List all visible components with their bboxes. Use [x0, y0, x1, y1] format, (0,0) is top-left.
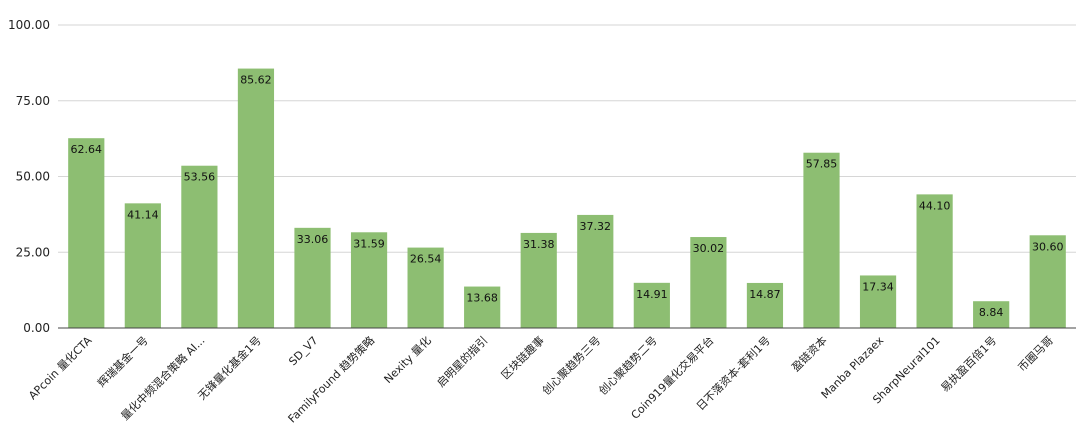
- bar: [181, 165, 218, 328]
- bar: [68, 138, 105, 328]
- data-label: 57.85: [806, 158, 838, 171]
- bar: [859, 275, 897, 328]
- y-tick-label: 100.00: [8, 18, 50, 32]
- data-label: 44.10: [919, 199, 951, 212]
- data-label: 85.62: [240, 74, 272, 87]
- data-label: 13.68: [466, 292, 498, 305]
- bar: [350, 232, 388, 328]
- y-axis-ticks: 0.00 25.00 50.00 75.00 100.00: [8, 18, 50, 335]
- x-tick-label: 盈链资本: [789, 333, 830, 374]
- x-tick-label: 区块链趣事: [498, 333, 547, 382]
- data-label: 26.54: [410, 253, 442, 266]
- x-tick-label: 币圈马哥: [1016, 334, 1056, 374]
- data-label: 30.02: [693, 242, 725, 255]
- data-labels: 62.64 41.14 53.56 85.62 33.06 31.59 26.54 13.68…: [71, 74, 1064, 320]
- data-label: 33.06: [297, 233, 329, 246]
- y-tick-label: 0.00: [23, 321, 50, 335]
- bar: [916, 194, 953, 328]
- y-tick-label: 25.00: [16, 245, 50, 259]
- data-label: 62.64: [71, 143, 103, 156]
- x-tick-label: 易执盈百倍1号: [938, 333, 1000, 395]
- data-label: 14.87: [749, 288, 781, 301]
- x-tick-label: Nexity 量化: [381, 333, 434, 386]
- data-label: 31.59: [353, 237, 385, 250]
- bar: [577, 214, 614, 328]
- bar: [237, 68, 275, 328]
- data-label: 37.32: [580, 220, 612, 233]
- data-label: 8.84: [979, 306, 1004, 319]
- y-tick-label: 75.00: [16, 94, 50, 108]
- bar: [690, 237, 727, 328]
- x-tick-label: 创心聚趋势三号: [540, 334, 604, 398]
- bar: [803, 152, 840, 328]
- bar: [407, 247, 444, 328]
- bar: [1029, 235, 1066, 328]
- bar: [520, 232, 557, 328]
- bar: [294, 227, 331, 328]
- y-tick-label: 50.00: [16, 170, 50, 184]
- x-tick-label: 启明星的指引: [434, 333, 491, 390]
- data-label: 31.38: [523, 238, 555, 251]
- bar: [746, 282, 784, 328]
- bar: [973, 301, 1010, 328]
- bar: [633, 282, 670, 328]
- x-tick-label: APcoin 量化CTA: [25, 333, 94, 402]
- bar: [464, 286, 501, 328]
- bar: [124, 203, 161, 328]
- data-label: 41.14: [127, 208, 159, 221]
- x-tick-label: SD_V7: [286, 334, 320, 368]
- data-label: 30.60: [1032, 240, 1064, 253]
- x-tick-label: 辉瑞基金一号: [94, 333, 151, 390]
- data-label: 17.34: [862, 280, 894, 293]
- x-tick-label: 创心聚趋势二号: [596, 334, 660, 398]
- bars: [68, 68, 1066, 328]
- data-label: 14.91: [636, 288, 668, 301]
- grid-lines: [58, 24, 1076, 253]
- data-label: 53.56: [184, 171, 216, 184]
